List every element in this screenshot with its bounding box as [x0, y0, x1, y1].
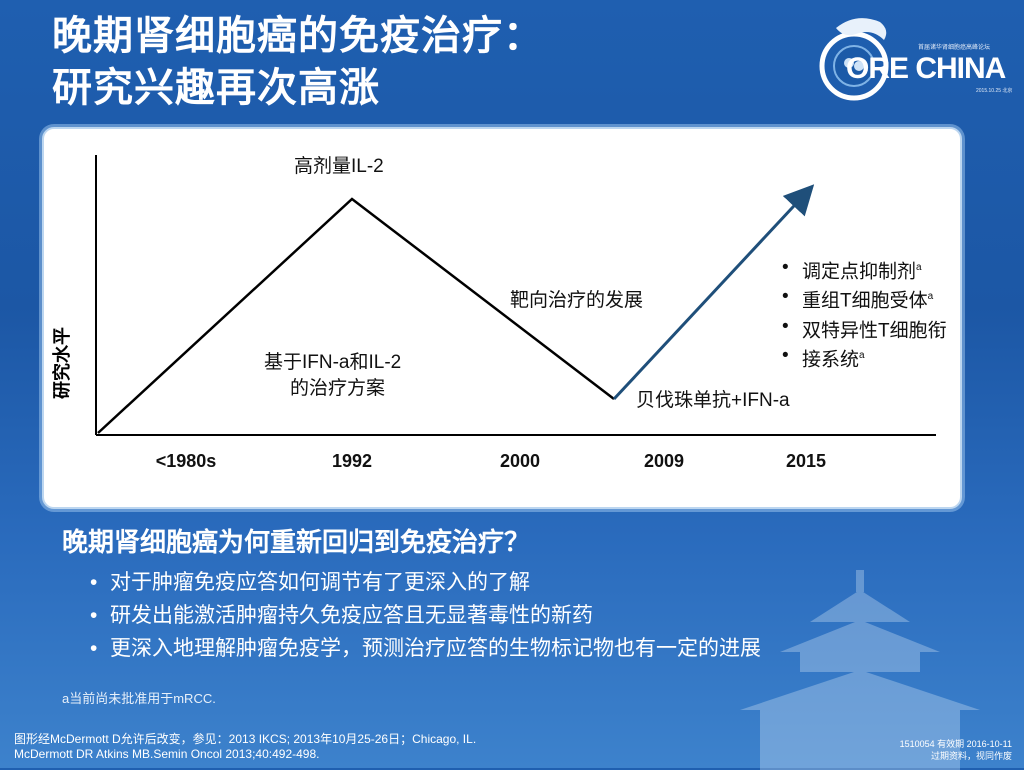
x-tick-2009: 2009: [643, 451, 685, 471]
x-tick-2015: 2015: [785, 451, 827, 471]
reference-line-1: 图形经McDermott D允许后改变，参见：2013 IKCS; 2013年1…: [14, 732, 477, 746]
list-item: 研发出能激活肿瘤持久免疫应答且无显著毒性的新药: [90, 599, 761, 632]
footnote: a当前尚未批准用于mRCC.: [62, 691, 216, 706]
reasons-list: 对于肿瘤免疫应答如何调节有了更深入的了解 研发出能激活肿瘤持久免疫应答且无显著毒…: [90, 566, 761, 665]
core-china-logo: ORE CHINA 首届诸华肾细胞癌高峰论坛 2015.10.25 北京: [806, 8, 1016, 108]
bullet-item: 双特异性T细胞衔: [778, 314, 947, 343]
bullet-item: 调定点抑制剂a: [778, 255, 947, 284]
trend-arrow: [612, 184, 815, 401]
section-question: 晚期肾细胞癌为何重新回归到免疫治疗？: [62, 527, 531, 557]
annotation-rise-1: 基于IFN-a和IL-2: [264, 352, 402, 373]
slide-title: 晚期肾细胞癌的免疫治疗： 研究兴趣再次高涨: [52, 10, 692, 114]
temple-skyline-graphic: [740, 570, 980, 770]
y-axis-label: 研究水平: [52, 327, 72, 399]
x-tick-1980s: <1980s: [155, 451, 217, 471]
title-line-2: 研究兴趣再次高涨: [52, 66, 380, 110]
document-code: 1510054 有效期 2016-10-11 过期资料，视同作废: [900, 738, 1012, 762]
references: 图形经McDermott D允许后改变，参见：2013 IKCS; 2013年1…: [14, 732, 476, 762]
logo-subtitle: 首届诸华肾细胞癌高峰论坛: [918, 45, 991, 51]
bullet-item-continued: 接系统a: [778, 343, 947, 372]
annotation-rise-2: 的治疗方案: [290, 378, 386, 399]
bullet-item: 重组T细胞受体a: [778, 284, 947, 313]
annotation-peak: 高剂量IL-2: [294, 156, 384, 177]
new-approaches-list: 调定点抑制剂a 重组T细胞受体a 双特异性T细胞衔 接系统a: [778, 255, 947, 372]
annotation-trough: 贝伐珠单抗+IFN-a: [636, 390, 790, 411]
code-line-1: 1510054 有效期 2016-10-11: [899, 739, 1012, 749]
chart-panel: 研究水平 高剂量IL-2 基于IFN-a和IL-2 的治疗方案 靶向治疗的发展 …: [42, 127, 962, 509]
logo-date: 2015.10.25 北京: [976, 88, 1013, 94]
trend-chart: [95, 155, 936, 436]
annotation-decline: 靶向治疗的发展: [510, 290, 644, 311]
code-line-2: 过期资料，视同作废: [930, 751, 1012, 761]
x-tick-2000: 2000: [499, 451, 541, 471]
x-tick-1992: 1992: [331, 451, 373, 471]
logo-wordmark: ORE CHINA: [846, 52, 1006, 85]
list-item: 对于肿瘤免疫应答如何调节有了更深入的了解: [90, 566, 761, 599]
logo-emblem: [819, 18, 889, 101]
trend-line: [97, 197, 615, 434]
list-item: 更深入地理解肿瘤免疫学，预测治疗应答的生物标记物也有一定的进展: [90, 632, 761, 665]
title-line-1: 晚期肾细胞癌的免疫治疗：: [52, 14, 544, 58]
reference-line-2: McDermott DR Atkins MB.Semin Oncol 2013;…: [14, 747, 320, 761]
